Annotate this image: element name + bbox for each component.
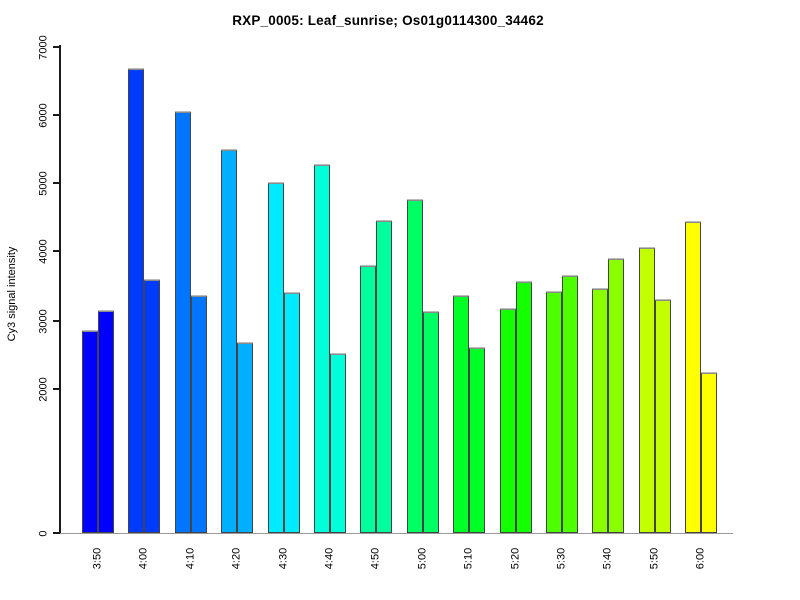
y-axis-tick <box>53 182 60 184</box>
bar <box>267 183 284 533</box>
y-axis-tick <box>53 388 60 390</box>
bar <box>422 311 439 533</box>
bar <box>453 295 470 533</box>
y-tick-label: 2000 <box>37 376 50 402</box>
bar <box>283 293 300 533</box>
x-tick-label: 5:30 <box>555 547 568 569</box>
x-tick-label: 5:40 <box>601 547 614 569</box>
bar <box>701 373 718 533</box>
bar <box>562 276 578 533</box>
bar <box>360 266 377 533</box>
bar <box>330 354 346 533</box>
bar <box>190 295 207 533</box>
x-tick-label: 4:00 <box>137 547 150 569</box>
x-tick-label: 4:40 <box>323 547 336 569</box>
x-tick-label: 4:50 <box>369 547 382 569</box>
bar <box>499 309 516 533</box>
bar <box>685 221 702 533</box>
y-axis-tick <box>53 532 60 534</box>
bar <box>98 311 114 533</box>
bar <box>221 150 238 533</box>
bar <box>376 221 393 533</box>
y-tick-label: 0 <box>37 529 50 537</box>
y-axis-tick <box>53 320 60 322</box>
y-axis-tick <box>53 250 60 252</box>
x-tick-label: 4:20 <box>230 547 243 569</box>
x-axis-baseline <box>60 532 733 534</box>
x-tick-label: 5:20 <box>509 547 522 569</box>
bar <box>82 330 98 533</box>
bar <box>174 112 191 533</box>
y-tick-label: 7000 <box>37 34 50 60</box>
x-tick-label: 5:50 <box>648 547 661 569</box>
bar <box>144 280 161 533</box>
y-tick-label: 6000 <box>37 102 50 128</box>
bar <box>638 247 655 533</box>
bar <box>237 343 254 533</box>
x-tick-label: 6:00 <box>694 547 707 569</box>
bar <box>128 68 145 533</box>
y-axis-title: Cy3 signal intensity <box>6 246 18 342</box>
y-tick-label: 4000 <box>37 238 50 264</box>
y-axis-line <box>59 45 61 534</box>
bar <box>654 300 671 533</box>
bar <box>406 200 423 533</box>
x-tick-label: 5:00 <box>416 547 429 569</box>
bar <box>608 258 625 533</box>
y-axis-tick <box>53 114 60 116</box>
y-tick-label: 5000 <box>37 170 50 196</box>
x-tick-label: 4:10 <box>184 547 197 569</box>
x-tick-label: 5:10 <box>462 547 475 569</box>
x-tick-label: 3:50 <box>91 547 104 569</box>
x-tick-label: 4:30 <box>277 547 290 569</box>
y-axis-tick <box>53 46 60 48</box>
bar <box>546 291 562 533</box>
bar <box>592 288 609 533</box>
bar <box>314 165 330 533</box>
y-tick-label: 3000 <box>37 308 50 334</box>
bar <box>515 281 532 533</box>
bar <box>469 348 486 533</box>
chart-title: RXP_0005: Leaf_sunrise; Os01g0114300_344… <box>232 13 544 28</box>
